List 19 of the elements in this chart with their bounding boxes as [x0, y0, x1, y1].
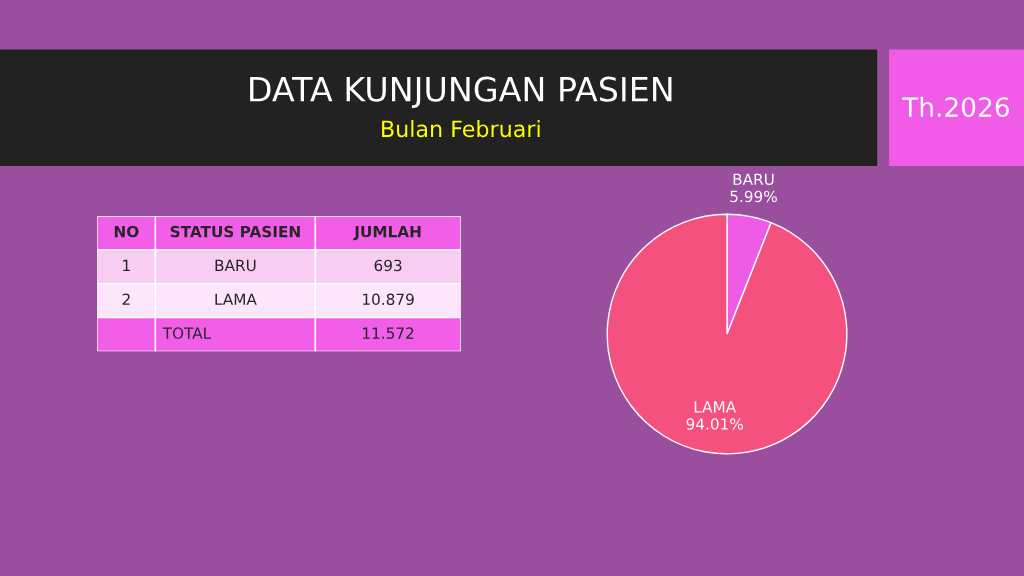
text: BARU: [215, 259, 256, 272]
data-label: 94.01%: [686, 418, 743, 430]
text: TOTAL: [162, 327, 212, 339]
slice-label: LAMA: [694, 401, 737, 413]
text: DATA KUNJUNGAN PASIEN: [250, 76, 672, 109]
slice-label: BARU: [733, 173, 774, 186]
text: JUMLAH: [353, 226, 421, 241]
text: 11.572: [363, 327, 414, 339]
text: Th.2026: [902, 96, 1009, 118]
text: 693: [374, 259, 402, 272]
text: LAMA: [215, 293, 257, 305]
text: 1: [123, 259, 130, 271]
text: NO: [114, 225, 139, 238]
text: Bulan Februari: [382, 120, 540, 138]
text: STATUS PASIEN: [170, 225, 300, 238]
pie-slice: [606, 213, 848, 455]
text: 10.879: [363, 293, 414, 306]
data-label: 5.99%: [730, 190, 777, 203]
text: 2: [122, 293, 130, 305]
